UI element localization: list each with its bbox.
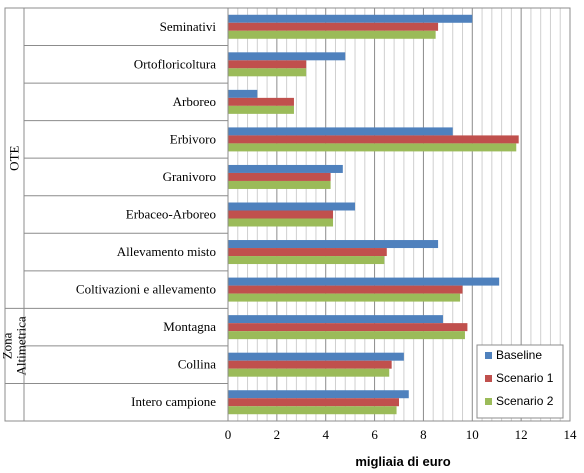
bar-baseline xyxy=(228,390,409,399)
bar-scenario-2 xyxy=(228,180,331,189)
bar-baseline xyxy=(228,315,443,324)
bar-baseline xyxy=(228,89,258,98)
x-tick-label: 6 xyxy=(371,427,378,442)
category-label: Granivoro xyxy=(163,169,216,184)
bar-scenario-2 xyxy=(228,406,397,415)
category-label: Montagna xyxy=(163,319,216,334)
category-label: Allevamento misto xyxy=(117,244,216,259)
category-label: Erbaceo-Arboreo xyxy=(126,207,216,222)
bar-baseline xyxy=(228,14,473,23)
bar-scenario-2 xyxy=(228,293,461,302)
legend-label: Baseline xyxy=(496,348,542,362)
category-label: Arboreo xyxy=(173,94,216,109)
bar-scenario-2 xyxy=(228,68,307,77)
legend-swatch xyxy=(485,398,492,405)
bar-baseline xyxy=(228,240,439,249)
category-label: Collina xyxy=(178,357,217,372)
bars xyxy=(228,14,519,415)
bar-scenario-1 xyxy=(228,248,387,257)
x-axis-title: migliaia di euro xyxy=(355,454,450,469)
legend-label: Scenario 1 xyxy=(496,371,554,385)
bar-scenario-1 xyxy=(228,360,392,369)
bar-scenario-1 xyxy=(228,22,439,31)
group-label-line: OTE xyxy=(7,145,22,170)
x-tick-label: 2 xyxy=(274,427,281,442)
bar-scenario-2 xyxy=(228,368,390,377)
bar-scenario-1 xyxy=(228,323,468,332)
bar-scenario-2 xyxy=(228,218,334,227)
bar-scenario-1 xyxy=(228,60,307,69)
bar-scenario-1 xyxy=(228,398,399,407)
x-tick-label: 12 xyxy=(515,427,528,442)
bar-scenario-2 xyxy=(228,256,385,265)
x-tick-label: 14 xyxy=(564,427,578,442)
group-label-line: Altimetrica xyxy=(14,316,29,375)
bar-scenario-2 xyxy=(228,331,465,340)
group-label: OTE xyxy=(7,145,22,170)
bar-scenario-2 xyxy=(228,30,436,39)
category-labels: Seminativi Ortofloricoltura Arboreo Erbivor… xyxy=(0,19,216,409)
category-label: Coltivazioni e allevamento xyxy=(76,282,216,297)
bar-scenario-1 xyxy=(228,210,334,219)
x-tick-label: 0 xyxy=(225,427,232,442)
x-tick-label: 8 xyxy=(420,427,427,442)
x-tick-label: 4 xyxy=(322,427,329,442)
x-tick-label: 10 xyxy=(466,427,479,442)
bar-scenario-2 xyxy=(228,105,294,114)
bar-baseline xyxy=(228,52,346,61)
bar-scenario-1 xyxy=(228,135,519,144)
bar-scenario-1 xyxy=(228,172,331,181)
legend-swatch xyxy=(485,375,492,382)
axes: 0 2 4 6 8 10 12 14 xyxy=(4,7,578,442)
category-label: Ortofloricoltura xyxy=(134,56,217,71)
category-label: Intero campione xyxy=(131,394,216,409)
bar-baseline xyxy=(228,164,343,173)
bar-baseline xyxy=(228,202,356,211)
bar-baseline xyxy=(228,127,453,136)
category-label: Seminativi xyxy=(160,19,217,34)
category-label: Erbivoro xyxy=(170,131,216,146)
group-label: ZonaAltimetrica xyxy=(0,316,29,375)
legend: Baseline Scenario 1 Scenario 2 xyxy=(476,344,564,419)
chart-frame xyxy=(4,7,571,422)
bar-scenario-2 xyxy=(228,143,517,152)
bar-scenario-1 xyxy=(228,285,463,294)
bar-baseline xyxy=(228,277,500,286)
legend-swatch xyxy=(485,352,492,359)
group-label-line: Zona xyxy=(0,332,15,359)
bar-scenario-1 xyxy=(228,97,294,106)
legend-label: Scenario 2 xyxy=(496,394,554,408)
bar-baseline xyxy=(228,352,404,361)
